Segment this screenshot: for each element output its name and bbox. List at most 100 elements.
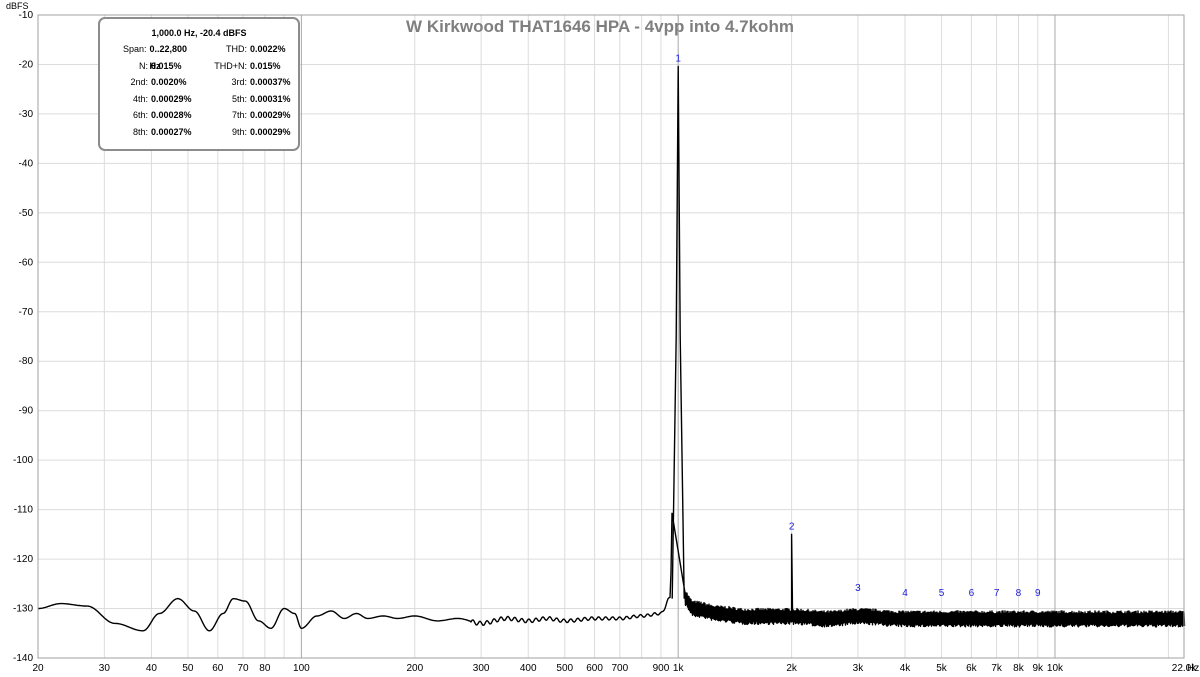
x-tick-label: 60 bbox=[212, 663, 224, 674]
y-axis-unit-label: dBFS bbox=[6, 1, 29, 11]
x-tick-label: 9k bbox=[1032, 663, 1044, 674]
info-box-cell: 2nd: 0.0020% bbox=[100, 74, 199, 91]
info-box-header: 1,000.0 Hz, -20.4 dBFS bbox=[151, 28, 247, 38]
info-box-row: 8th: 0.00027% 9th: 0.00029% bbox=[100, 124, 298, 141]
chart-title: W Kirkwood THAT1646 HPA - 4vpp into 4.7k… bbox=[406, 17, 794, 36]
y-tick-label: -140 bbox=[13, 653, 33, 664]
x-tick-label: 5k bbox=[936, 663, 948, 674]
info-box-row: 2nd: 0.0020% 3rd: 0.00037% bbox=[100, 74, 298, 91]
y-tick-label: -50 bbox=[19, 208, 34, 219]
plot-frame bbox=[37, 14, 1185, 659]
info-box-label: 6th: bbox=[132, 110, 148, 120]
x-tick-label: 500 bbox=[556, 663, 573, 674]
y-tick-label: -110 bbox=[14, 505, 34, 516]
x-axis-tick-labels: 20 30 40 50 60 70 80 100 200 300 400 500 600 700 900 1k… bbox=[32, 663, 1199, 674]
info-box-cell: 7th: 0.00029% bbox=[199, 107, 298, 124]
x-tick-label: 2k bbox=[786, 663, 798, 674]
x-tick-label: 900 bbox=[653, 663, 670, 674]
info-box-label: 9th: bbox=[231, 126, 247, 137]
info-box-label: N: bbox=[139, 60, 148, 71]
harmonic-marker-label: 9 bbox=[1035, 588, 1041, 599]
harmonic-marker-label: 1 bbox=[675, 53, 681, 64]
info-box-rows: Span: 0..22,800 Hz THD: 0.0022% N: 0.015% THD+… bbox=[100, 41, 298, 140]
x-tick-label: 80 bbox=[259, 663, 271, 674]
x-tick-label: 200 bbox=[406, 663, 423, 674]
x-tick-label: 400 bbox=[520, 663, 537, 674]
info-box-label: THD+N: bbox=[214, 60, 247, 71]
spectrum-trace bbox=[38, 65, 1186, 632]
info-box-value: 0.00037% bbox=[250, 77, 291, 87]
y-tick-label: -70 bbox=[19, 307, 34, 318]
x-tick-label: 70 bbox=[237, 663, 249, 674]
x-tick-label: 700 bbox=[611, 663, 628, 674]
info-box-row: N: 0.015% THD+N: 0.015% bbox=[100, 58, 298, 75]
harmonic-marker-label: 8 bbox=[1016, 588, 1022, 599]
y-axis-tick-labels: -10 -20 -30 -40 -50 -60 -70 -80 -90 -100 -110 -120 -… bbox=[13, 10, 33, 664]
info-box-row: 6th: 0.00028% 7th: 0.00029% bbox=[100, 107, 298, 124]
y-tick-label: -40 bbox=[19, 158, 34, 169]
info-box-label: 4th: bbox=[132, 93, 148, 104]
info-box-value: 0.0022% bbox=[250, 44, 286, 54]
info-box-cell: THD+N: 0.015% bbox=[199, 58, 298, 75]
y-tick-label: -10 bbox=[19, 10, 34, 21]
harmonic-marker-label: 7 bbox=[994, 588, 1000, 599]
x-tick-label: 50 bbox=[182, 663, 194, 674]
info-box-label: 8th: bbox=[132, 126, 148, 137]
info-box-cell: 8th: 0.00027% bbox=[100, 124, 199, 141]
x-tick-label: 10k bbox=[1047, 663, 1064, 674]
info-box-value: 0.015% bbox=[250, 60, 281, 71]
info-box-cell: N: 0.015% bbox=[100, 58, 199, 75]
y-tick-label: -120 bbox=[13, 554, 33, 565]
info-box-cell: THD: 0.0022% bbox=[199, 41, 298, 58]
info-box-value: 0.00029% bbox=[250, 126, 291, 137]
x-tick-label: 300 bbox=[473, 663, 490, 674]
x-tick-label: 40 bbox=[146, 663, 158, 674]
y-tick-label: -100 bbox=[13, 455, 33, 466]
y-tick-label: -80 bbox=[19, 356, 34, 367]
info-box-value: 0.0020% bbox=[151, 77, 187, 87]
y-tick-label: -30 bbox=[19, 109, 34, 120]
info-box-value: 0.00031% bbox=[250, 93, 291, 104]
info-box-value: 0.00029% bbox=[250, 110, 291, 120]
info-box-label: THD: bbox=[226, 44, 247, 54]
x-tick-label: 4k bbox=[900, 663, 912, 674]
harmonic-marker-label: 3 bbox=[855, 583, 861, 594]
y-tick-label: -130 bbox=[13, 604, 33, 615]
y-tick-label: -90 bbox=[19, 406, 34, 417]
info-box-label: 5th: bbox=[231, 93, 247, 104]
info-box-cell: 9th: 0.00029% bbox=[199, 124, 298, 141]
info-box-value: 0.015% bbox=[151, 60, 182, 71]
harmonic-marker-label: 5 bbox=[939, 588, 945, 599]
info-box-cell: Span: 0..22,800 Hz bbox=[100, 41, 199, 71]
x-tick-label: 8k bbox=[1013, 663, 1025, 674]
x-tick-label: 100 bbox=[293, 663, 310, 674]
x-tick-label: 6k bbox=[966, 663, 978, 674]
info-box-value: 0..22,800 Hz bbox=[149, 44, 188, 71]
info-box-label: 3rd: bbox=[231, 77, 247, 87]
info-box-label: 7th: bbox=[231, 110, 247, 120]
info-box-row: 4th: 0.00029% 5th: 0.00031% bbox=[100, 91, 298, 108]
x-tick-label: 3k bbox=[853, 663, 865, 674]
x-axis-unit-label: Hz bbox=[1187, 663, 1199, 674]
measurement-info-box: 1,000.0 Hz, -20.4 dBFS Span: 0..22,800 Hz… bbox=[98, 17, 300, 151]
info-box-cell: 4th: 0.00029% bbox=[100, 91, 199, 108]
info-box-label: 2nd: bbox=[130, 77, 148, 87]
x-tick-label: 22.0k bbox=[1172, 663, 1197, 674]
info-box-cell: 6th: 0.00028% bbox=[100, 107, 199, 124]
y-tick-label: -60 bbox=[19, 257, 34, 268]
info-box-value: 0.00028% bbox=[151, 110, 192, 120]
x-tick-label: 20 bbox=[32, 663, 44, 674]
x-tick-label: 7k bbox=[991, 663, 1003, 674]
harmonic-marker-label: 2 bbox=[789, 521, 795, 532]
info-box-cell: 5th: 0.00031% bbox=[199, 91, 298, 108]
info-box-label: Span: bbox=[122, 44, 147, 54]
harmonic-marker-label: 4 bbox=[902, 588, 908, 599]
y-tick-label: -20 bbox=[19, 59, 34, 70]
info-box-value: 0.00029% bbox=[151, 93, 192, 104]
x-tick-label: 600 bbox=[586, 663, 603, 674]
harmonic-marker-label: 6 bbox=[969, 588, 975, 599]
x-tick-label: 1k bbox=[673, 663, 685, 674]
x-tick-label: 30 bbox=[99, 663, 111, 674]
info-box-cell: 3rd: 0.00037% bbox=[199, 74, 298, 91]
info-box-row: Span: 0..22,800 Hz THD: 0.0022% bbox=[100, 41, 298, 71]
